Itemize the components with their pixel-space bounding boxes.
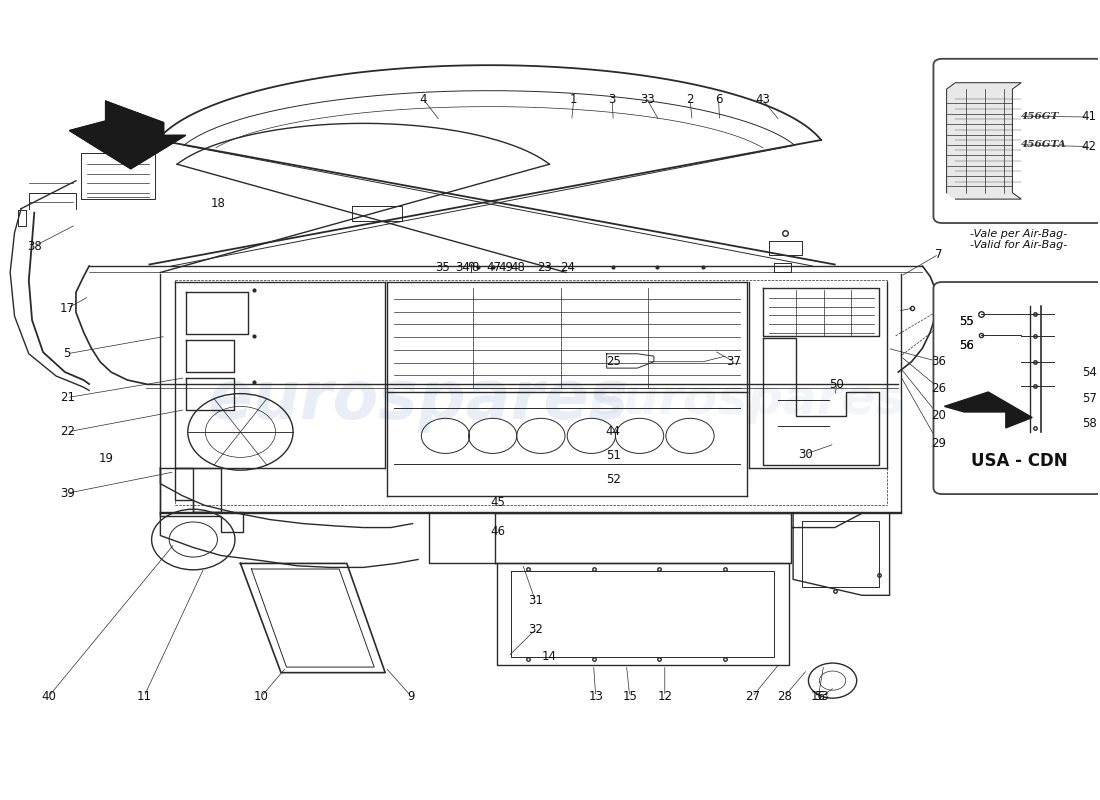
Text: 34: 34 (455, 261, 471, 274)
Text: 36: 36 (932, 355, 946, 368)
Text: 29: 29 (932, 438, 946, 450)
Text: 16: 16 (811, 690, 826, 703)
Text: eurospares: eurospares (588, 376, 905, 424)
Text: 10: 10 (254, 690, 268, 703)
Polygon shape (69, 101, 186, 169)
Text: 52: 52 (606, 474, 620, 486)
Text: 456GTA: 456GTA (1021, 140, 1067, 150)
Text: 19: 19 (99, 453, 114, 466)
Text: 42: 42 (1081, 140, 1097, 153)
Text: 33: 33 (640, 93, 654, 106)
Text: 44: 44 (606, 426, 620, 438)
Text: 24: 24 (560, 261, 574, 274)
Text: 41: 41 (1081, 110, 1097, 123)
Text: 28: 28 (777, 690, 792, 703)
Text: 56: 56 (959, 339, 974, 352)
Text: 456GT: 456GT (1021, 113, 1059, 122)
Text: 48: 48 (510, 261, 526, 274)
Text: 47: 47 (486, 261, 502, 274)
Text: 15: 15 (623, 690, 637, 703)
Text: 3: 3 (608, 93, 616, 106)
Text: eurospares: eurospares (208, 367, 629, 433)
Text: 8: 8 (472, 261, 478, 274)
Text: 58: 58 (1081, 418, 1097, 430)
Text: 11: 11 (136, 690, 152, 703)
Text: 37: 37 (726, 355, 741, 368)
Text: 49: 49 (498, 261, 514, 274)
Text: 13: 13 (588, 690, 603, 703)
Text: 23: 23 (537, 261, 551, 274)
Text: 26: 26 (932, 382, 946, 394)
Text: 51: 51 (606, 450, 620, 462)
Polygon shape (947, 82, 1021, 199)
Text: 18: 18 (211, 197, 226, 210)
Text: 53: 53 (814, 690, 829, 703)
Text: 46: 46 (491, 525, 506, 538)
Text: 39: 39 (59, 486, 75, 500)
Text: 30: 30 (798, 448, 813, 461)
Text: 50: 50 (829, 378, 845, 390)
Text: 31: 31 (528, 594, 542, 607)
FancyBboxPatch shape (934, 282, 1100, 494)
Text: 55: 55 (959, 315, 974, 328)
Text: 40: 40 (41, 690, 56, 703)
Text: 55: 55 (959, 315, 974, 328)
Text: 25: 25 (606, 355, 620, 368)
Text: 5: 5 (64, 347, 70, 360)
Text: 57: 57 (1081, 392, 1097, 405)
Text: 17: 17 (59, 302, 75, 315)
Text: 12: 12 (658, 690, 672, 703)
Text: 1: 1 (570, 93, 578, 106)
Text: 20: 20 (932, 410, 946, 422)
Text: 14: 14 (542, 650, 558, 663)
Text: 54: 54 (1081, 366, 1097, 379)
Text: 35: 35 (434, 261, 450, 274)
Text: 21: 21 (59, 391, 75, 404)
Text: 9: 9 (408, 690, 415, 703)
Text: 2: 2 (686, 93, 694, 106)
Polygon shape (945, 392, 1032, 428)
Text: USA - CDN: USA - CDN (970, 452, 1067, 470)
Text: 56: 56 (959, 339, 974, 352)
Text: 7: 7 (935, 248, 943, 261)
Text: 45: 45 (491, 495, 506, 509)
Text: 32: 32 (528, 623, 542, 636)
Text: 4: 4 (420, 93, 427, 106)
Text: -Vale per Air-Bag-
-Valid for Air-Bag-: -Vale per Air-Bag- -Valid for Air-Bag- (970, 229, 1068, 250)
FancyBboxPatch shape (934, 58, 1100, 223)
Text: 6: 6 (715, 93, 723, 106)
Text: 43: 43 (755, 93, 770, 106)
Text: 22: 22 (59, 426, 75, 438)
Text: 38: 38 (26, 240, 42, 253)
Text: 27: 27 (745, 690, 760, 703)
